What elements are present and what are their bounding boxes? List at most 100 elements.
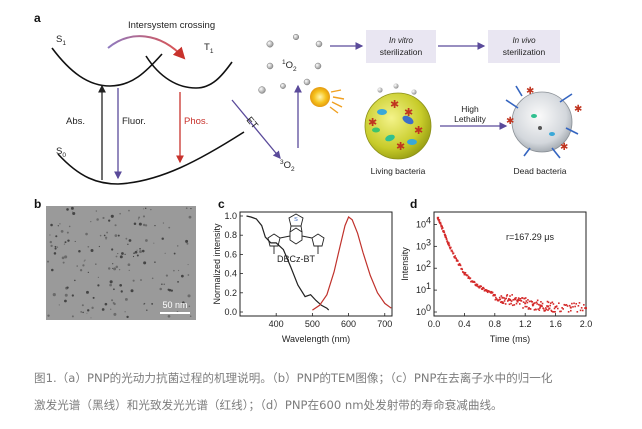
decay-point [549, 302, 552, 305]
decay-point [459, 264, 462, 267]
tem-particle [180, 274, 184, 278]
lifetime-annotation: r=167.29 μs [506, 232, 554, 242]
tem-particle [125, 237, 128, 240]
decay-point [578, 302, 581, 304]
decay-point [466, 274, 469, 277]
decay-point [536, 303, 538, 305]
svg-text:✱: ✱ [368, 116, 377, 129]
decay-point [526, 305, 528, 308]
decay-point [576, 311, 579, 313]
tem-particle [64, 255, 68, 259]
tem-particle [114, 224, 117, 227]
decay-point [558, 302, 560, 305]
tem-particle [145, 239, 148, 242]
invitro-sterilization: sterilization [380, 47, 423, 57]
tem-particle [90, 220, 92, 223]
panel-c-ytick-label: 0.0 [224, 307, 237, 317]
decay-point [535, 308, 537, 311]
tem-particle [163, 283, 165, 285]
decay-point [507, 299, 510, 301]
tem-particle [91, 306, 94, 310]
decay-point [544, 309, 547, 312]
tem-particle [144, 207, 147, 210]
decay-point [545, 307, 547, 309]
decay-point [443, 231, 446, 234]
panel-d-ytick-label: 10 [416, 219, 426, 229]
tem-particle [106, 231, 109, 234]
decay-point [475, 283, 478, 285]
decay-point [553, 307, 556, 310]
decay-point [478, 285, 481, 288]
decay-point [448, 244, 451, 247]
tem-particle [71, 315, 74, 318]
decay-point [481, 288, 484, 291]
tem-particle [117, 253, 119, 255]
tem-particle [66, 208, 69, 211]
decay-point [491, 291, 494, 294]
tem-particle [146, 309, 148, 311]
emission-spectrum-line [312, 216, 392, 311]
panel-c-label: c [218, 197, 225, 211]
tem-particle [55, 235, 58, 238]
decay-point [515, 297, 517, 299]
tem-particle [87, 245, 90, 248]
tem-particle [53, 252, 57, 255]
tem-particle [161, 237, 164, 240]
decay-point [547, 305, 549, 308]
decay-point [561, 307, 563, 309]
tem-particle [118, 269, 121, 271]
s1-curve [51, 47, 163, 87]
isc-label: Intersystem crossing [128, 20, 215, 31]
decay-point [516, 299, 518, 302]
tem-particle [85, 232, 88, 236]
decay-point [549, 304, 551, 307]
decay-point [510, 300, 513, 302]
panel-a: a S1 T1 S0 Intersystem crossing Abs. Flu… [34, 11, 582, 185]
panel-c-ytick-label: 0.4 [224, 269, 237, 279]
decay-point [546, 305, 548, 307]
tem-particle [111, 248, 114, 251]
decay-point [450, 246, 452, 249]
decay-point [453, 256, 455, 258]
tem-particle [68, 225, 71, 228]
decay-point [508, 303, 511, 306]
decay-point [538, 309, 541, 311]
panel-d-ytick-exp: 1 [426, 281, 431, 291]
tem-particle [66, 231, 69, 234]
tem-particle [47, 314, 50, 317]
tem-particle [95, 210, 97, 212]
tem-particle [177, 269, 180, 272]
decay-point [583, 304, 585, 306]
tem-particle [82, 311, 84, 314]
panel-d-xtick-label: 0.4 [458, 319, 471, 329]
decay-point [482, 286, 485, 289]
decay-point [509, 298, 511, 301]
panel-c-xticks: 400 500 600 700 [269, 313, 392, 329]
decay-point [444, 234, 447, 237]
tem-particle [170, 289, 173, 292]
tem-particle [126, 315, 129, 319]
panel-c-xlabel: Wavelength (nm) [282, 334, 350, 344]
panel-d-xtick-label: 1.2 [519, 319, 532, 329]
tem-particle [173, 269, 175, 272]
lethality-label: Lethality [454, 114, 486, 124]
fluor-label: Fluor. [122, 116, 146, 127]
decay-point [453, 256, 456, 259]
caption-line-2: 激发光谱（黑线）和光致发光光谱（红线）；（d）PNP在600 nm处发射带的寿命… [34, 398, 503, 412]
tem-particle [57, 225, 59, 227]
decay-point [516, 300, 519, 303]
isc-arrow [107, 35, 186, 60]
decay-point [446, 240, 449, 242]
decay-point [436, 216, 439, 219]
tem-particle [127, 263, 131, 267]
decay-point [476, 283, 479, 286]
tem-particle [82, 264, 85, 267]
decay-point [537, 303, 540, 306]
decay-point [503, 297, 505, 299]
tem-particle [190, 207, 192, 210]
tem-particle [105, 238, 107, 240]
dbcz-bt-structure [267, 213, 325, 254]
decay-point [442, 229, 445, 232]
panel-d-ytick-exp: 2 [426, 259, 431, 269]
